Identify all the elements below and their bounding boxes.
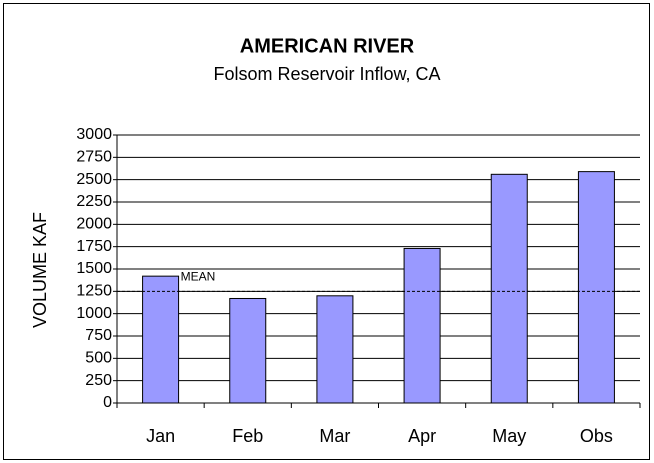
y-tick-label: 1000 <box>76 305 112 322</box>
y-tick-label: 2250 <box>76 193 112 210</box>
y-tick-label: 1500 <box>76 260 112 277</box>
y-axis-label: VOLUME KAF <box>30 212 50 328</box>
y-tick-label: 1750 <box>76 238 112 255</box>
x-tick-label: Apr <box>408 426 436 446</box>
y-tick-label: 2000 <box>76 216 112 233</box>
y-tick-label: 0 <box>103 394 112 411</box>
x-tick-label: Obs <box>580 426 613 446</box>
x-tick-label: Jan <box>146 426 175 446</box>
bar <box>403 247 441 404</box>
bar <box>316 295 354 404</box>
x-tick-label: Feb <box>232 426 263 446</box>
y-tick-label: 2750 <box>76 149 112 166</box>
bar <box>577 171 615 404</box>
y-tick-label: 750 <box>85 327 112 344</box>
chart-subtitle: Folsom Reservoir Inflow, CA <box>213 64 440 84</box>
bar <box>142 275 180 404</box>
bar <box>229 297 267 404</box>
x-tick-label: Mar <box>319 426 350 446</box>
bar <box>490 173 528 404</box>
chart-title: AMERICAN RIVER <box>240 35 415 57</box>
y-tick-label: 1250 <box>76 283 112 300</box>
y-tick-label: 3000 <box>76 126 112 143</box>
x-tick-label: May <box>492 426 526 446</box>
mean-label: MEAN <box>181 270 216 284</box>
y-tick-label: 500 <box>85 350 112 367</box>
y-tick-label: 250 <box>85 372 112 389</box>
y-tick-label: 2500 <box>76 171 112 188</box>
